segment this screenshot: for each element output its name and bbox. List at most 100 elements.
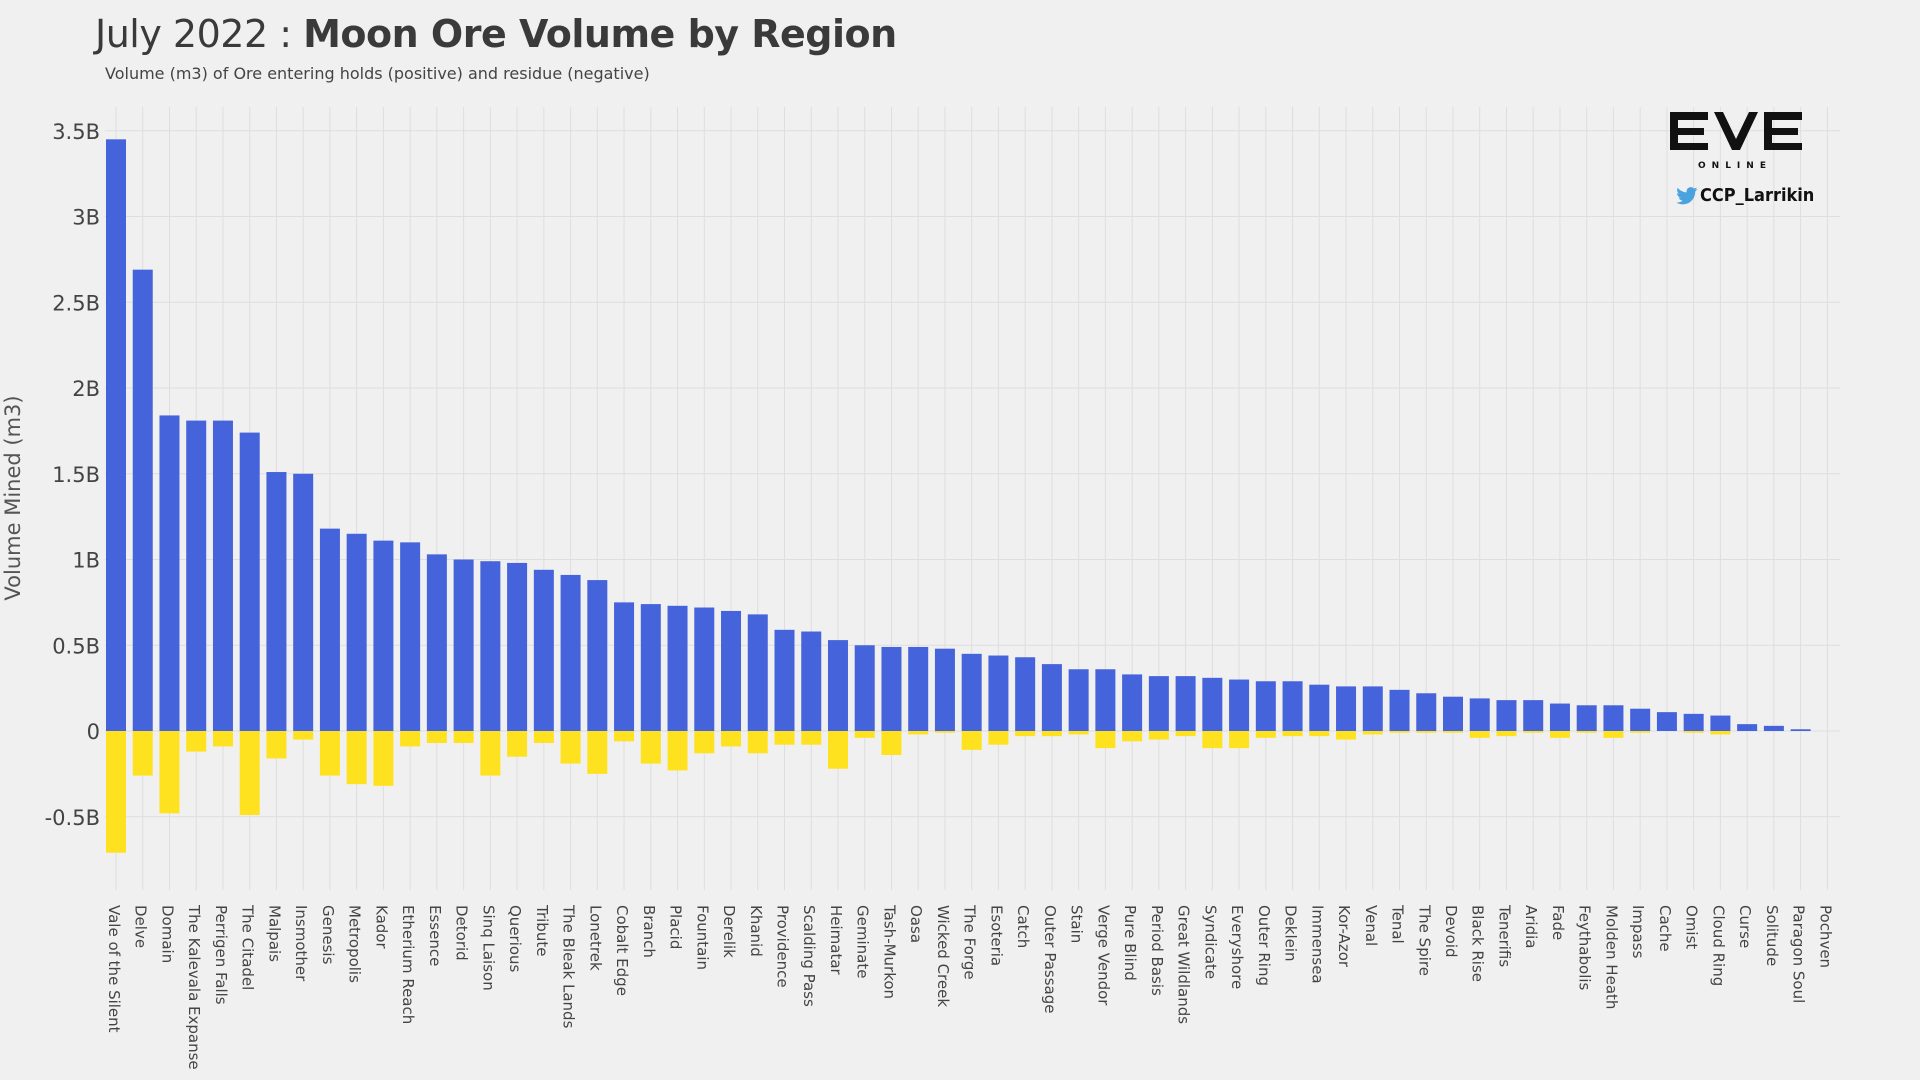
bar-positive bbox=[1496, 700, 1517, 731]
bar-positive bbox=[400, 542, 421, 731]
bar-negative bbox=[400, 731, 421, 747]
bar-negative bbox=[453, 731, 474, 744]
x-tick-label: Solitude bbox=[1763, 905, 1781, 966]
y-tick-label: 2.5B bbox=[52, 291, 100, 315]
x-tick-label: Impass bbox=[1629, 905, 1647, 959]
x-tick-label: Everyshore bbox=[1228, 905, 1246, 989]
positive-bars bbox=[106, 139, 1811, 731]
bar-positive bbox=[881, 646, 902, 731]
x-tick-label: Vale of the Silent bbox=[105, 905, 123, 1033]
x-tick-label: Oasa bbox=[907, 905, 925, 943]
x-tick-label: Etherium Reach bbox=[399, 905, 417, 1024]
y-axis-label: Volume Mined (m3) bbox=[1, 395, 25, 600]
chart-title: July 2022 : Moon Ore Volume by Region bbox=[95, 12, 897, 56]
x-tick-label: The Spire bbox=[1415, 904, 1433, 976]
chart-subtitle: Volume (m3) of Ore entering holds (posit… bbox=[105, 64, 650, 83]
x-tick-label: Fade bbox=[1549, 905, 1567, 940]
negative-bars bbox=[106, 731, 1731, 853]
bar-negative bbox=[426, 731, 447, 744]
bar-positive bbox=[667, 605, 688, 731]
bar-positive bbox=[694, 607, 715, 731]
bar-negative bbox=[1229, 731, 1250, 749]
x-tick-label: Curse bbox=[1736, 905, 1754, 948]
x-tick-label: Placid bbox=[667, 905, 685, 949]
bar-negative bbox=[159, 731, 180, 814]
bar-negative bbox=[1068, 731, 1089, 735]
x-tick-label: The Kalevala Expanse bbox=[185, 904, 203, 1070]
bar-negative bbox=[1496, 731, 1517, 737]
bar-negative bbox=[801, 731, 822, 745]
bar-negative bbox=[1095, 731, 1116, 749]
bar-positive bbox=[1202, 677, 1223, 731]
chart-title-main: Moon Ore Volume by Region bbox=[303, 12, 897, 56]
bar-negative bbox=[587, 731, 608, 774]
x-tick-label: Venal bbox=[1362, 905, 1380, 946]
bar-negative bbox=[293, 731, 314, 740]
bar-positive bbox=[1443, 696, 1463, 731]
x-tick-label: Metropolis bbox=[346, 905, 364, 983]
bar-negative bbox=[560, 731, 581, 764]
x-tick-label: Derelik bbox=[720, 905, 738, 958]
bar-positive bbox=[1656, 712, 1677, 731]
bar-negative bbox=[346, 731, 367, 785]
bar-negative bbox=[747, 731, 768, 754]
bar-negative bbox=[1362, 731, 1383, 735]
x-tick-label: Immensea bbox=[1308, 905, 1326, 984]
bar-negative bbox=[961, 731, 982, 750]
bar-positive bbox=[1710, 715, 1731, 731]
y-tick-label: 0 bbox=[87, 720, 100, 744]
bar-negative bbox=[212, 731, 233, 747]
bar-positive bbox=[1630, 708, 1651, 731]
bar-positive bbox=[747, 614, 768, 731]
bar-negative bbox=[1282, 731, 1303, 737]
twitter-bird-icon bbox=[1676, 186, 1698, 204]
bar-negative bbox=[1015, 731, 1036, 737]
bar-positive bbox=[1309, 684, 1330, 731]
bar-negative bbox=[1175, 731, 1196, 737]
x-tick-label: The Citadel bbox=[239, 904, 257, 990]
bar-negative bbox=[667, 731, 688, 771]
bar-negative bbox=[1416, 731, 1437, 733]
x-tick-label: Khanid bbox=[747, 905, 765, 957]
x-tick-label: Wicked Creek bbox=[934, 905, 952, 1007]
x-tick-label: Cache bbox=[1656, 905, 1674, 952]
bar-negative bbox=[1603, 731, 1624, 738]
bar-positive bbox=[1523, 700, 1544, 731]
bar-positive bbox=[801, 631, 822, 731]
x-tick-label: Period Basis bbox=[1148, 905, 1166, 996]
bar-positive bbox=[346, 533, 367, 731]
bar-negative bbox=[1148, 731, 1169, 740]
bar-positive bbox=[453, 559, 474, 731]
bar-negative bbox=[988, 731, 1009, 745]
x-tick-label: Lonetrek bbox=[586, 905, 604, 971]
bar-positive bbox=[507, 562, 528, 731]
bar-positive bbox=[988, 655, 1009, 731]
bar-positive bbox=[533, 569, 554, 731]
bar-positive bbox=[1041, 664, 1062, 731]
x-tick-label: Genesis bbox=[319, 905, 337, 965]
logo-subtext: ONLINE bbox=[1698, 161, 1772, 171]
bar-positive bbox=[1122, 674, 1143, 731]
x-tick-label: Kor-Azor bbox=[1335, 905, 1353, 968]
x-tick-label: Outer Ring bbox=[1255, 905, 1273, 986]
x-tick-label: Omist bbox=[1683, 905, 1701, 949]
chart-title-date: July 2022 : bbox=[95, 12, 304, 56]
bar-negative bbox=[614, 731, 635, 742]
bar-negative bbox=[1443, 731, 1463, 733]
bar-positive bbox=[1229, 679, 1250, 731]
bar-positive bbox=[319, 528, 340, 731]
bar-positive bbox=[1095, 669, 1116, 731]
bar-positive bbox=[1015, 657, 1036, 731]
bar-positive bbox=[961, 653, 982, 731]
bar-positive bbox=[293, 473, 314, 731]
bar-negative bbox=[319, 731, 340, 776]
chart-grid bbox=[105, 107, 1840, 890]
bar-positive bbox=[1549, 703, 1570, 731]
x-tick-label: Deklein bbox=[1282, 905, 1300, 962]
bar-positive bbox=[1416, 693, 1437, 731]
bar-negative bbox=[774, 731, 795, 745]
x-tick-label: Detorid bbox=[453, 905, 471, 961]
x-tick-label: Branch bbox=[640, 905, 658, 958]
bar-positive bbox=[1362, 686, 1383, 731]
